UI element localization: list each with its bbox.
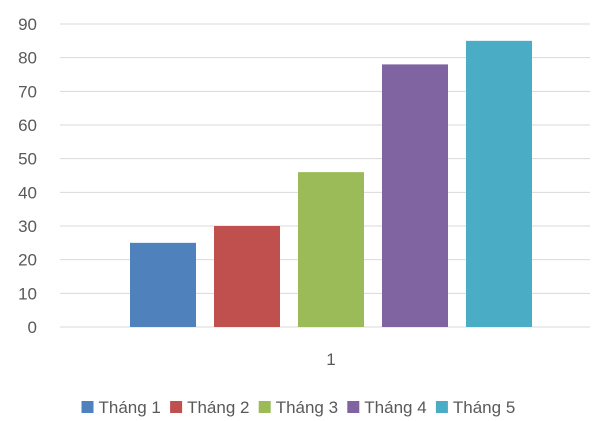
legend-item-1: Tháng 1: [81, 398, 161, 417]
y-tick-label: 80: [18, 49, 37, 68]
y-tick-label: 40: [18, 183, 37, 202]
legend-item-4: Tháng 4: [347, 398, 427, 417]
y-tick-label: 50: [18, 150, 37, 169]
legend: Tháng 1 Tháng 2 Tháng 3 Tháng 4 Tháng 5: [81, 398, 515, 417]
x-category-label: 1: [326, 350, 335, 369]
y-tick-label: 60: [18, 116, 37, 135]
legend-swatch: [258, 401, 271, 413]
bar-series-3: [298, 172, 364, 327]
legend-label: Tháng 3: [276, 398, 338, 417]
legend-label: Tháng 2: [187, 398, 249, 417]
legend-swatch: [170, 401, 183, 413]
bar-series-2: [214, 226, 280, 327]
y-tick-label: 70: [18, 82, 37, 101]
legend-item-5: Tháng 5: [435, 398, 515, 417]
bars: [130, 40, 532, 328]
x-axis-category-labels: 1: [326, 350, 335, 369]
legend-label: Tháng 1: [99, 398, 161, 417]
y-tick-label: 20: [18, 251, 37, 270]
legend-item-2: Tháng 2: [170, 398, 249, 417]
y-axis-tick-labels: 0 10 20 30 40 50 60 70 80 90: [18, 15, 37, 337]
bar-series-4: [382, 64, 448, 328]
legend-item-3: Tháng 3: [258, 398, 338, 417]
legend-swatch: [435, 401, 448, 413]
y-tick-label: 90: [18, 15, 37, 34]
y-tick-label: 0: [28, 318, 37, 337]
legend-label: Tháng 4: [364, 398, 426, 417]
bar-series-1: [130, 242, 196, 327]
legend-swatch: [347, 401, 360, 413]
y-tick-label: 30: [18, 217, 37, 236]
bar-series-5: [466, 40, 532, 327]
y-tick-label: 10: [18, 284, 37, 303]
legend-swatch: [81, 401, 94, 413]
legend-label: Tháng 5: [453, 398, 515, 417]
